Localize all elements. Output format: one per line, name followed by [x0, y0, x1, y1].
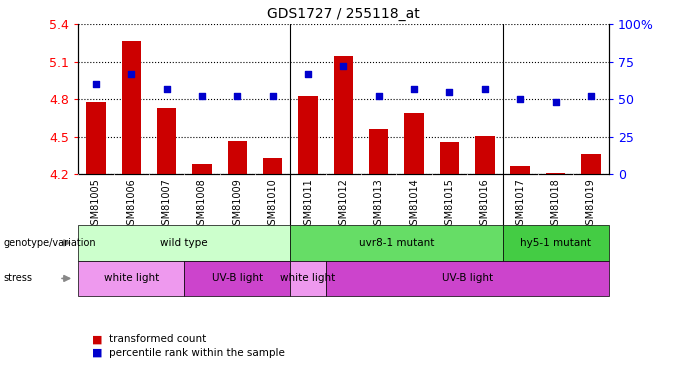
Text: GSM81005: GSM81005	[91, 178, 101, 231]
Bar	[192, 164, 211, 174]
Bar	[546, 173, 565, 174]
Text: GSM81014: GSM81014	[409, 178, 419, 231]
Point	[444, 89, 455, 95]
Point	[90, 81, 101, 87]
Text: GSM81016: GSM81016	[480, 178, 490, 231]
Bar	[405, 113, 424, 174]
Point	[161, 86, 172, 92]
Text: ■: ■	[92, 334, 102, 344]
Text: wild type: wild type	[160, 238, 208, 248]
Point	[197, 93, 207, 99]
Text: GSM81013: GSM81013	[374, 178, 384, 231]
Text: GSM81010: GSM81010	[268, 178, 277, 231]
Text: GSM81006: GSM81006	[126, 178, 136, 231]
Bar	[228, 141, 247, 174]
Bar	[86, 102, 105, 174]
Text: stress: stress	[3, 273, 33, 284]
Title: GDS1727 / 255118_at: GDS1727 / 255118_at	[267, 7, 420, 21]
Text: transformed count: transformed count	[109, 334, 206, 344]
Text: UV-B light: UV-B light	[211, 273, 263, 284]
Bar	[299, 96, 318, 174]
Point	[267, 93, 278, 99]
Text: uvr8-1 mutant: uvr8-1 mutant	[359, 238, 434, 248]
Text: GSM81019: GSM81019	[586, 178, 596, 231]
Point	[409, 86, 420, 92]
Bar	[157, 108, 176, 174]
Text: GSM81009: GSM81009	[233, 178, 242, 231]
Text: GSM81018: GSM81018	[551, 178, 560, 231]
Point	[232, 93, 243, 99]
Text: white light: white light	[103, 273, 159, 284]
Bar	[122, 40, 141, 174]
Text: percentile rank within the sample: percentile rank within the sample	[109, 348, 285, 357]
Text: genotype/variation: genotype/variation	[3, 238, 96, 248]
Bar	[475, 136, 494, 174]
Bar	[334, 56, 353, 174]
Bar	[369, 129, 388, 174]
Point	[303, 71, 313, 77]
Text: hy5-1 mutant: hy5-1 mutant	[520, 238, 591, 248]
Point	[585, 93, 596, 99]
Point	[479, 86, 490, 92]
Point	[373, 93, 384, 99]
Text: GSM81008: GSM81008	[197, 178, 207, 231]
Point	[515, 96, 526, 102]
Bar	[263, 158, 282, 174]
Bar	[511, 166, 530, 174]
Text: GSM81012: GSM81012	[339, 178, 348, 231]
Text: UV-B light: UV-B light	[441, 273, 493, 284]
Text: GSM81015: GSM81015	[445, 178, 454, 231]
Point	[550, 99, 561, 105]
Point	[126, 71, 137, 77]
Bar	[440, 142, 459, 174]
Text: GSM81011: GSM81011	[303, 178, 313, 231]
Text: GSM81007: GSM81007	[162, 178, 171, 231]
Text: ■: ■	[92, 348, 102, 357]
Point	[338, 63, 349, 69]
Bar	[581, 154, 600, 174]
Text: white light: white light	[280, 273, 336, 284]
Text: GSM81017: GSM81017	[515, 178, 525, 231]
